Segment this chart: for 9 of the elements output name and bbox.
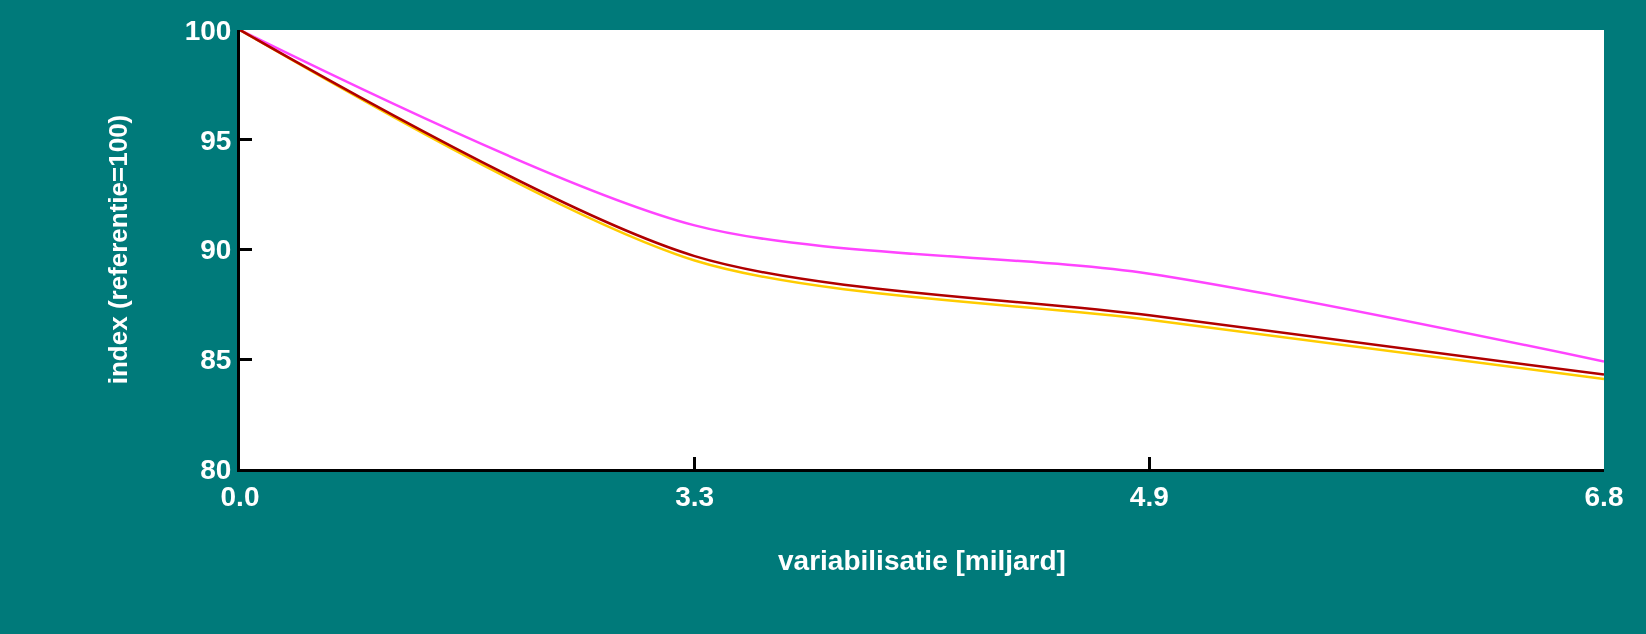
y-tick-label: 90: [200, 234, 232, 266]
x-tick-label: 3.3: [675, 480, 715, 512]
x-tick-label: 4.9: [1129, 480, 1169, 512]
y-tick-label: 85: [200, 344, 232, 376]
y-axis-title: index (referentie=100): [103, 114, 134, 385]
y-tick-label: 100: [184, 14, 232, 46]
y-tick-label: 95: [200, 124, 232, 156]
x-axis-title: variabilisatie [miljard]: [778, 544, 1066, 576]
x-tick-label: 6.8: [1584, 480, 1624, 512]
